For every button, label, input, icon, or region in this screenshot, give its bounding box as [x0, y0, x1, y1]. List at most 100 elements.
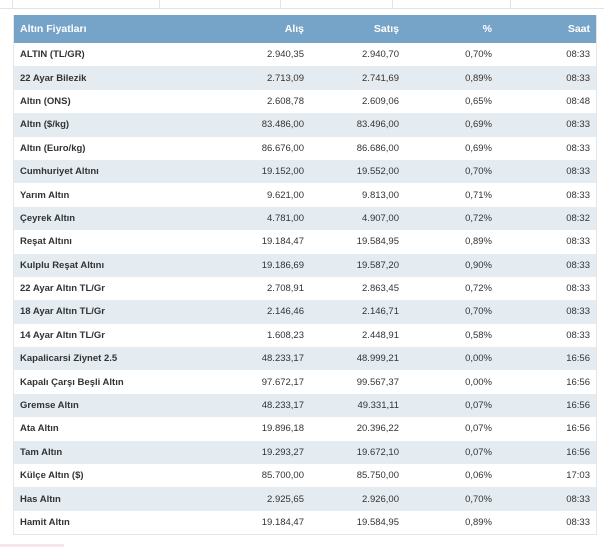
cell-change: 0,90% — [465, 259, 492, 271]
cell-change: 0,69% — [465, 142, 492, 154]
cell-name: Çeyrek Altın — [20, 212, 76, 224]
cell-time: 16:56 — [566, 353, 590, 365]
cell-name: Reşat Altını — [20, 236, 72, 248]
cell-name: Kapalı Çarşı Beşli Altın — [20, 376, 124, 388]
cell-time: 08:33 — [566, 72, 590, 84]
cell-name: Altın (Euro/kg) — [20, 142, 86, 154]
cell-time: 08:32 — [566, 212, 590, 224]
header-time: Saat — [567, 23, 590, 35]
cell-time: 08:33 — [566, 142, 590, 154]
cell-sell: 19.672,10 — [356, 446, 399, 458]
cell-time: 08:33 — [566, 49, 590, 61]
cell-buy: 2.713,09 — [267, 72, 304, 84]
gold-prices-table-container: Altın Fiyatları Alış Satış % Saat ALTIN … — [13, 15, 597, 536]
cell-name: ALTIN (TL/GR) — [20, 49, 85, 61]
cell-change: 0,70% — [465, 493, 492, 505]
cell-buy: 19.184,47 — [261, 517, 304, 528]
cell-change: 0,06% — [465, 470, 492, 482]
cell-change: 0,07% — [465, 400, 492, 412]
cell-name: 22 Ayar Altın TL/Gr — [20, 283, 105, 295]
cell-name: Ata Altın — [20, 423, 59, 435]
cell-buy: 4.781,00 — [267, 212, 304, 224]
cell-buy: 19.184,47 — [261, 236, 304, 248]
cell-time: 08:33 — [566, 329, 590, 341]
table-row: Altın (Euro/kg) 86.676,00 86.686,00 0,69% 08… — [14, 136, 596, 160]
cell-buy: 2.608,78 — [267, 95, 304, 107]
table-row: Altın ($/kg) 83.486,00 83.496,00 0,69% 08:33 — [14, 113, 596, 137]
cell-name: Cumhuriyet Altını — [20, 166, 99, 178]
cell-change: 0,71% — [465, 189, 492, 201]
cell-name: 18 Ayar Altın TL/Gr — [20, 306, 105, 318]
table-row: Altın (ONS) 2.608,78 2.609,06 0,65% 08:48 — [14, 89, 596, 114]
cell-time: 08:48 — [566, 95, 590, 107]
cell-sell: 2.741,69 — [362, 72, 399, 84]
cell-change: 0,00% — [465, 353, 492, 365]
cell-change: 0,72% — [465, 283, 492, 295]
cell-time: 08:33 — [566, 517, 590, 528]
cell-buy: 19.152,00 — [261, 166, 304, 178]
table-row: Külçe Altın ($) 85.700,00 85.750,00 0,06% 17… — [14, 464, 596, 488]
cell-change: 0,69% — [465, 119, 492, 131]
top-fragment-cell — [160, 0, 281, 9]
decorative-bottom-mark — [0, 544, 64, 547]
table-row: Cumhuriyet Altını 19.152,00 19.552,00 0,70%… — [14, 159, 596, 184]
header-change: % — [482, 23, 492, 35]
header-name: Altın Fiyatları — [20, 23, 87, 35]
cell-buy: 48.233,17 — [261, 400, 304, 412]
table-row: Kulplu Reşat Altını 19.186,69 19.587,20 0,9… — [14, 253, 596, 277]
cell-sell: 85.750,00 — [356, 470, 399, 482]
cell-sell: 99.567,37 — [356, 376, 399, 388]
table-row: Reşat Altını 19.184,47 19.584,95 0,89% 08:33 — [14, 230, 596, 254]
cell-sell: 83.496,00 — [356, 119, 399, 131]
cell-change: 0,70% — [465, 306, 492, 318]
cell-buy: 19.186,69 — [261, 259, 304, 271]
cell-sell: 9.813,00 — [362, 189, 399, 201]
cell-name: Kulplu Reşat Altını — [20, 259, 105, 271]
cell-time: 08:33 — [566, 259, 590, 271]
cell-name: Kapalicarsi Ziynet 2.5 — [20, 353, 118, 365]
cell-change: 0,72% — [465, 212, 492, 224]
cell-time: 08:33 — [566, 236, 590, 248]
cell-sell: 19.584,95 — [356, 236, 399, 248]
table-row: 18 Ayar Altın TL/Gr 2.146,46 2.146,71 0,70%… — [14, 300, 596, 324]
table-row: ALTIN (TL/GR) 2.940,35 2.940,70 0,70% 08:33 — [14, 43, 596, 67]
table-row: Yarım Altın 9.621,00 9.813,00 0,71% 08:33 — [14, 183, 596, 207]
cell-sell: 2.448,91 — [362, 329, 399, 341]
cell-buy: 2.708,91 — [267, 283, 304, 295]
cell-sell: 86.686,00 — [356, 142, 399, 154]
header-sell: Satış — [373, 23, 399, 35]
cell-sell: 2.940,70 — [362, 49, 399, 61]
cell-name: Külçe Altın ($) — [20, 470, 84, 482]
table-row: Çeyrek Altın 4.781,00 4.907,00 0,72% 08:32 — [14, 206, 596, 231]
cell-time: 17:03 — [566, 470, 590, 482]
cell-sell: 19.552,00 — [356, 166, 399, 178]
cell-buy: 2.146,46 — [267, 306, 304, 318]
cell-change: 0,89% — [465, 72, 492, 84]
header-buy: Alış — [284, 23, 304, 35]
cell-time: 08:33 — [566, 189, 590, 201]
table-row: Tam Altın 19.293,27 19.672,10 0,07% 16:56 — [14, 440, 596, 465]
top-fragment-cell — [393, 0, 512, 9]
cell-change: 0,70% — [465, 166, 492, 178]
cell-name: Altın (ONS) — [20, 95, 71, 107]
cell-name: Yarım Altın — [20, 189, 70, 201]
table-row: 22 Ayar Bilezik 2.713,09 2.741,69 0,89% 08:3… — [14, 66, 596, 90]
cell-name: Gremse Altın — [20, 400, 79, 412]
cell-time: 08:33 — [566, 166, 590, 178]
table-row: Gremse Altın 48.233,17 49.331,11 0,07% 16:56 — [14, 393, 596, 418]
cell-sell: 19.587,20 — [356, 259, 399, 271]
cell-time: 16:56 — [566, 376, 590, 388]
cell-name: Tam Altın — [20, 446, 63, 458]
table-header-row: Altın Fiyatları Alış Satış % Saat — [14, 15, 596, 43]
table-row: 14 Ayar Altın TL/Gr 1.608,23 2.448,91 0,58%… — [14, 323, 596, 348]
cell-change: 0,58% — [465, 329, 492, 341]
cell-time: 08:33 — [566, 119, 590, 131]
cell-sell: 48.999,21 — [356, 353, 399, 365]
cell-time: 16:56 — [566, 400, 590, 412]
cell-buy: 83.486,00 — [261, 119, 304, 131]
cell-buy: 1.608,23 — [267, 329, 304, 341]
cell-sell: 2.863,45 — [362, 283, 399, 295]
cell-buy: 85.700,00 — [261, 470, 304, 482]
cell-change: 0,89% — [465, 236, 492, 248]
top-fragment-cell — [12, 0, 161, 9]
